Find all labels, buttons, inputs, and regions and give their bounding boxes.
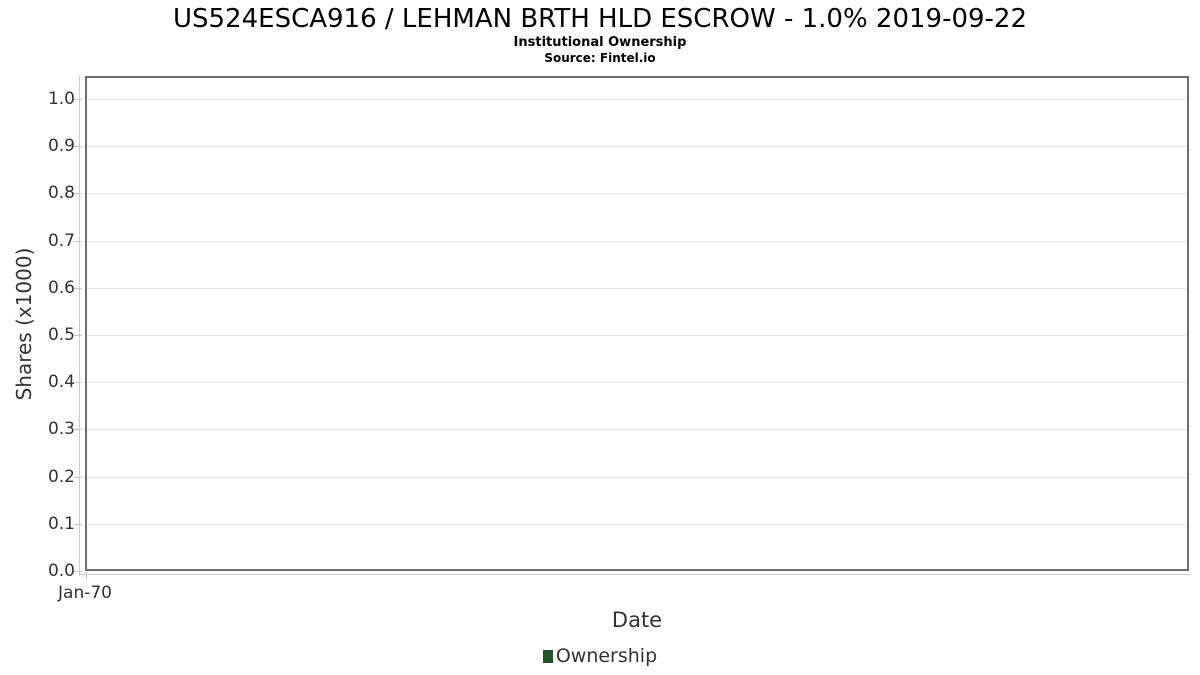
gridline — [87, 146, 1187, 147]
y-tick-mark — [74, 241, 82, 242]
y-tick-label: 0.0 — [47, 561, 75, 581]
y-tick-label: 0.4 — [47, 372, 75, 392]
gridline — [87, 99, 1187, 100]
gridline — [87, 524, 1187, 525]
y-tick-label: 0.9 — [47, 136, 75, 156]
x-axis-line — [79, 574, 1190, 575]
x-tick-label: Jan-70 — [58, 583, 112, 603]
x-axis-title: Date — [611, 608, 663, 632]
y-axis-line — [79, 76, 80, 576]
y-tick-label: 0.1 — [47, 514, 75, 534]
y-tick-mark — [74, 571, 82, 572]
gridline — [87, 335, 1187, 336]
y-tick-mark — [74, 335, 82, 336]
chart-subtitle: Institutional Ownership — [513, 35, 687, 50]
y-tick-mark — [74, 429, 82, 430]
gridline — [87, 382, 1187, 383]
y-tick-label: 0.2 — [47, 467, 75, 487]
x-tick-mark — [86, 572, 87, 579]
y-tick-mark — [74, 146, 82, 147]
gridline — [87, 429, 1187, 430]
gridline — [87, 288, 1187, 289]
y-tick-mark — [74, 477, 82, 478]
legend-marker-icon — [542, 649, 553, 663]
gridline — [87, 193, 1187, 194]
y-tick-label: 0.7 — [47, 231, 75, 251]
y-tick-mark — [74, 288, 82, 289]
legend-item-label: Ownership — [555, 645, 658, 667]
y-tick-label: 0.3 — [47, 419, 75, 439]
plot-area — [85, 76, 1189, 571]
y-tick-label: 1.0 — [47, 89, 75, 109]
y-tick-label: 0.8 — [47, 183, 75, 203]
chart-source-note: Source: Fintel.io — [544, 51, 656, 65]
y-tick-mark — [74, 193, 82, 194]
legend: Ownership — [0, 645, 1200, 667]
y-tick-label: 0.5 — [47, 325, 75, 345]
y-tick-mark — [74, 524, 82, 525]
y-tick-mark — [74, 99, 82, 100]
gridline — [87, 477, 1187, 478]
gridline — [87, 241, 1187, 242]
legend-item-ownership[interactable]: Ownership — [542, 645, 658, 667]
y-tick-label: 0.6 — [47, 278, 75, 298]
chart-title: US524ESCA916 / LEHMAN BRTH HLD ESCROW - … — [172, 4, 1028, 34]
y-tick-mark — [74, 382, 82, 383]
